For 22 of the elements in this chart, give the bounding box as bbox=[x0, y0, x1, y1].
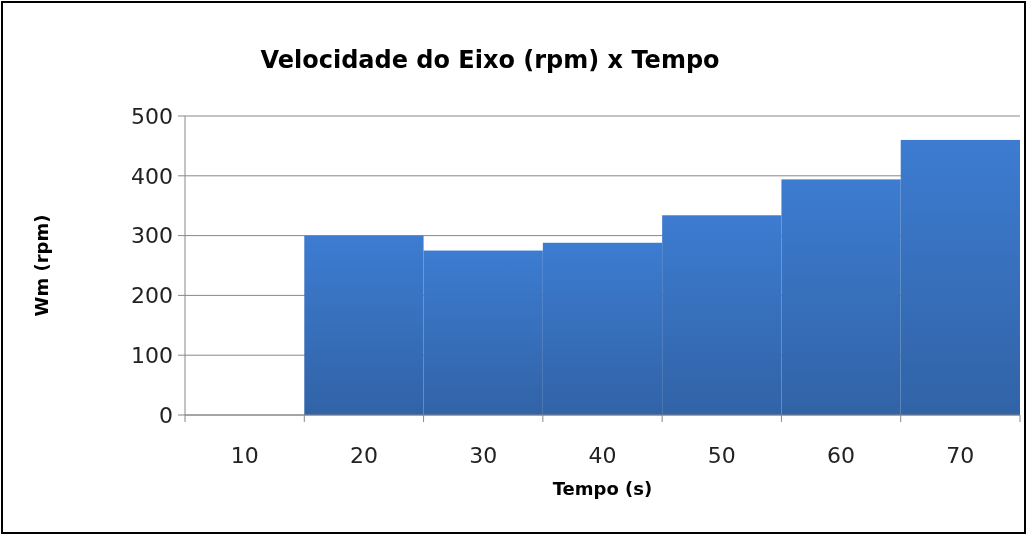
x-tick-label: 50 bbox=[707, 443, 736, 468]
y-tick-label: 100 bbox=[131, 342, 173, 368]
y-axis-title: Wm (rpm) bbox=[31, 214, 52, 317]
chart-title: Velocidade do Eixo (rpm) x Tempo bbox=[260, 46, 720, 74]
y-tick-label: 0 bbox=[159, 402, 173, 428]
x-axis-title: Tempo (s) bbox=[552, 478, 653, 499]
x-tick-label: 30 bbox=[469, 443, 498, 468]
bar bbox=[662, 215, 782, 415]
x-tick-label: 20 bbox=[349, 443, 378, 468]
bar bbox=[423, 250, 543, 415]
y-tick-label: 400 bbox=[131, 163, 173, 189]
x-tick-label: 10 bbox=[230, 443, 259, 468]
y-tick-label: 500 bbox=[131, 103, 173, 129]
x-tick-label: 60 bbox=[827, 443, 856, 468]
x-tick-label: 70 bbox=[946, 443, 975, 468]
y-tick-label: 200 bbox=[131, 283, 173, 309]
bar bbox=[304, 235, 424, 415]
bar bbox=[542, 242, 663, 415]
x-tick-label: 40 bbox=[588, 443, 617, 468]
bar bbox=[900, 139, 1020, 415]
bar bbox=[781, 179, 901, 415]
y-tick-label: 300 bbox=[131, 223, 173, 249]
